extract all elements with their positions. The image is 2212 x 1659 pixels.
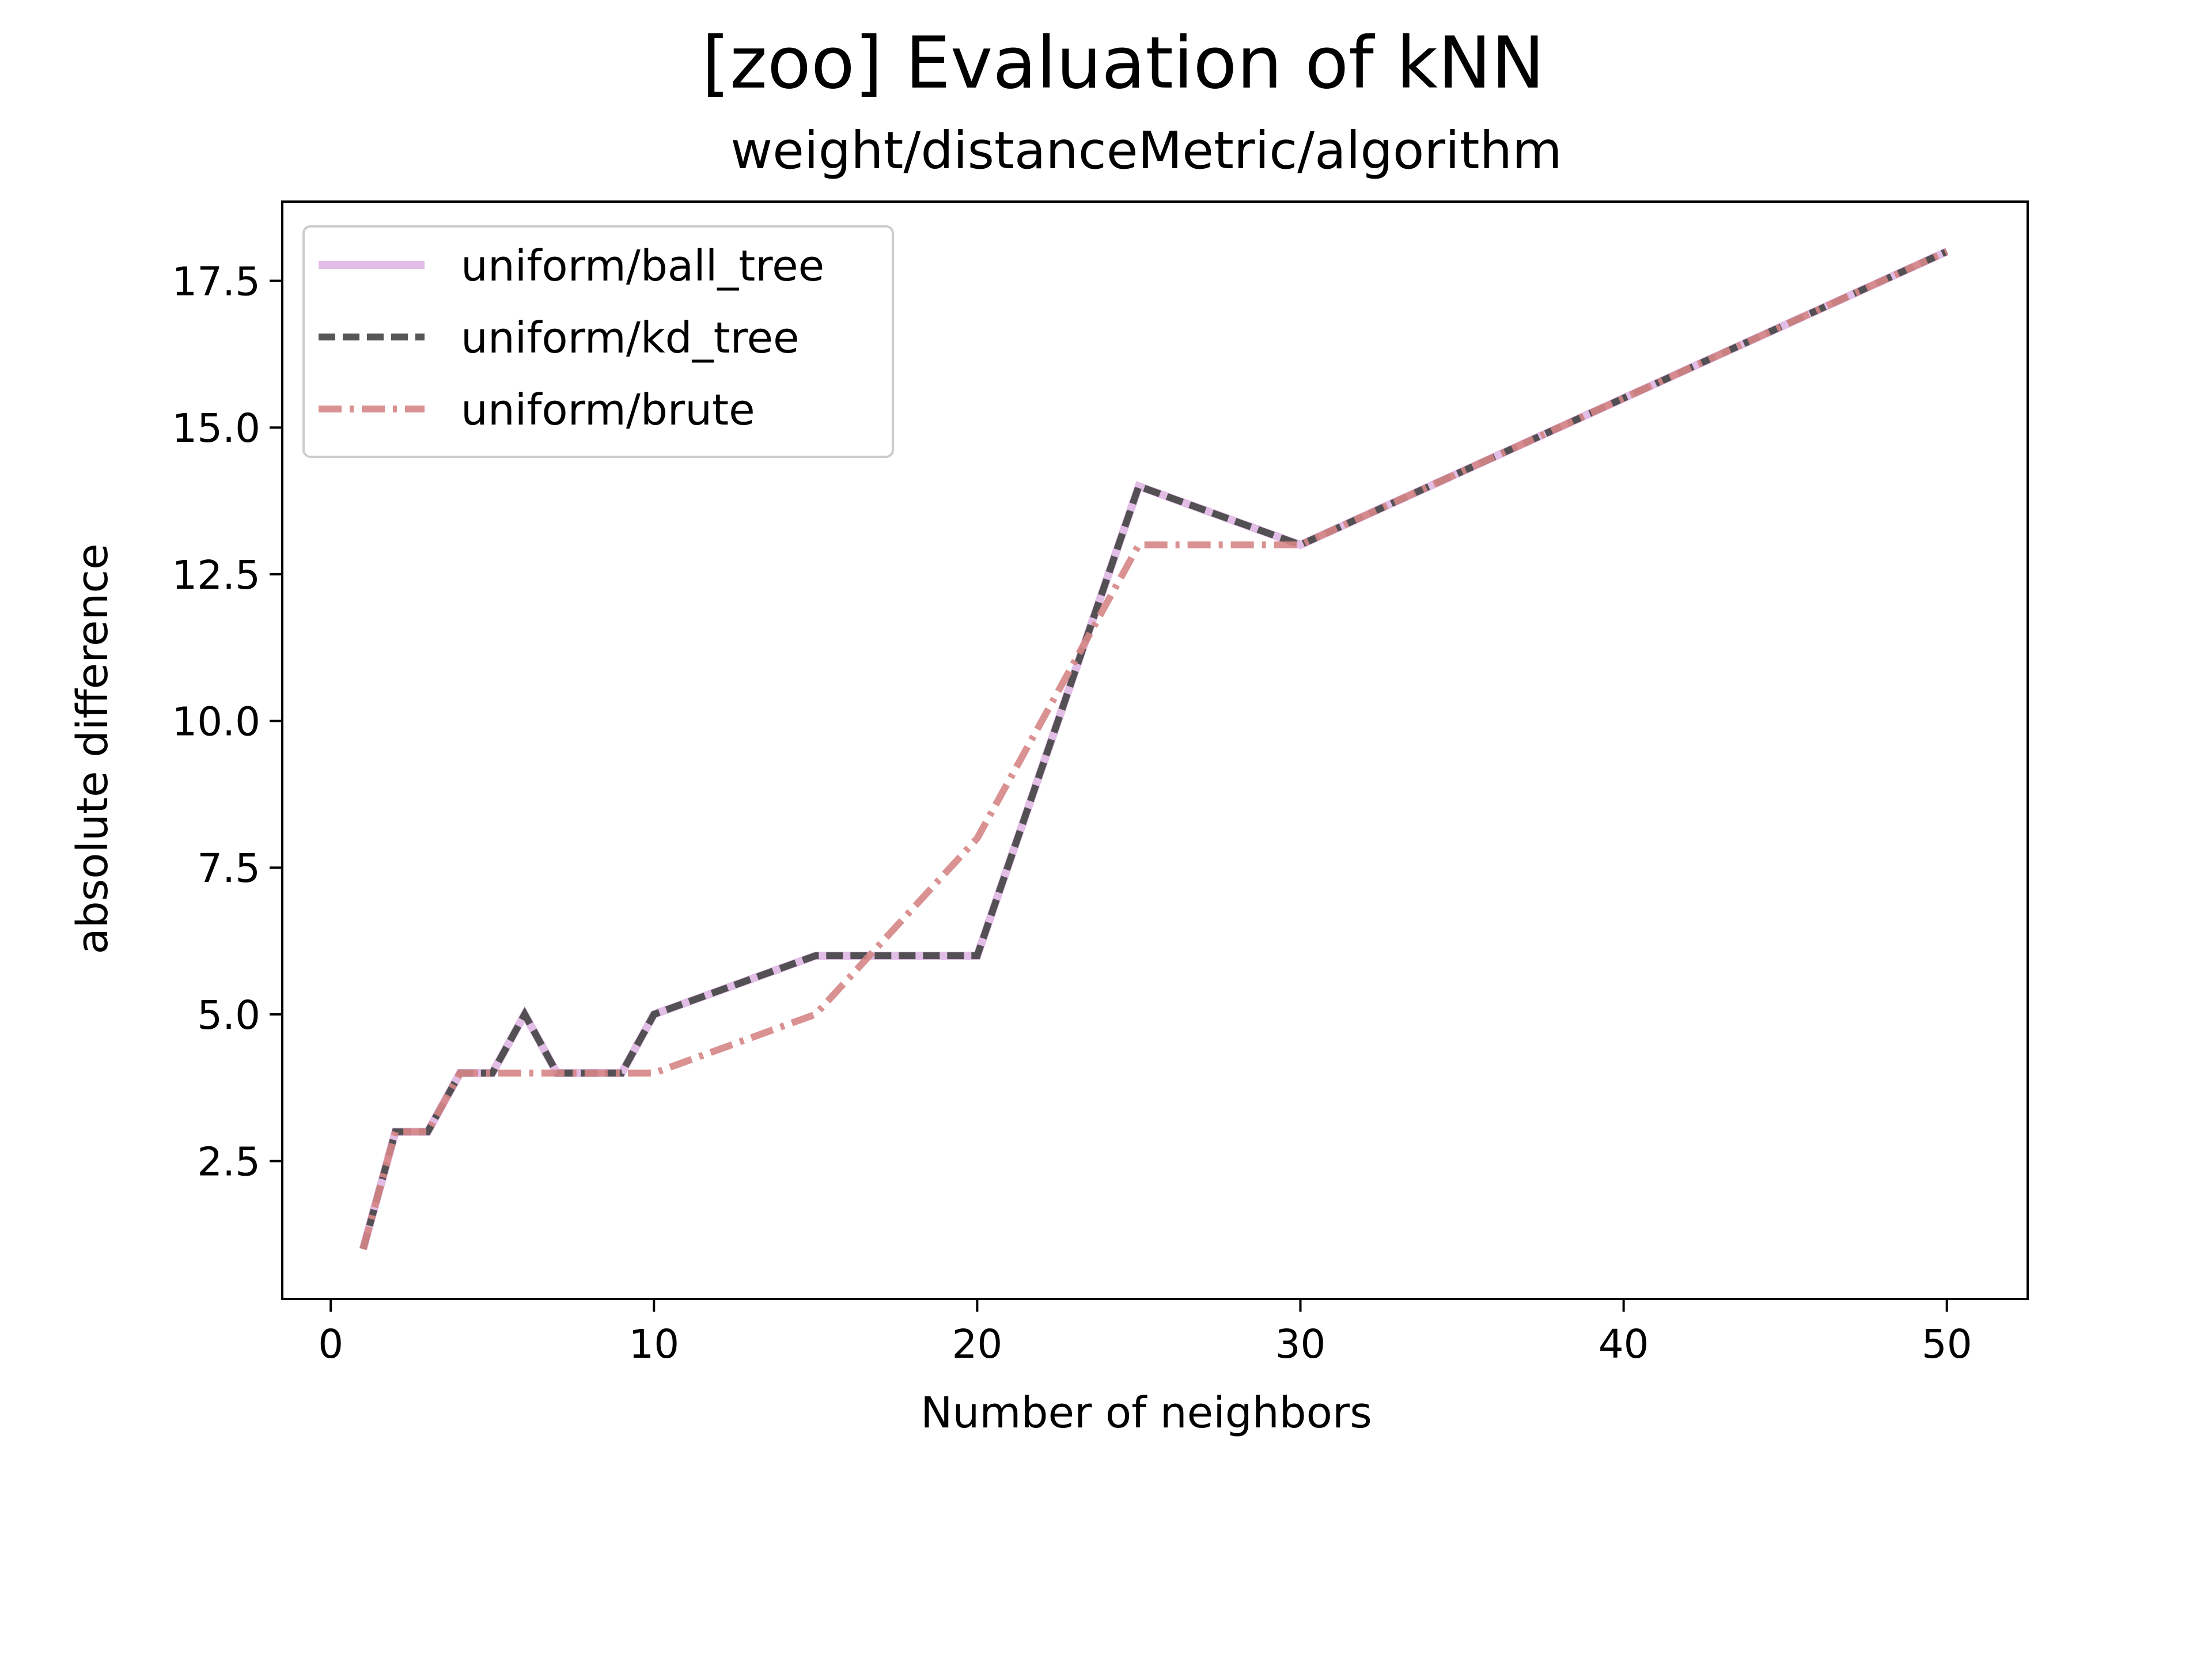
chart-subtitle: weight/distanceMetric/algorithm [730,120,1562,180]
x-tick-label: 40 [1599,1321,1649,1368]
legend: uniform/ball_tree uniform/kd_tree uniform/… [302,225,894,458]
x-tick-label: 30 [1275,1321,1326,1368]
legend-label: uniform/brute [461,385,755,435]
legend-label: uniform/ball_tree [461,241,824,291]
legend-box [302,225,894,458]
plot-frame [281,200,2029,1300]
plot-area [359,248,1949,1251]
y-tick-label: 7.5 [197,846,260,892]
legend-label: uniform/kd_tree [461,313,800,363]
y-tick-label: 2.5 [197,1139,260,1185]
y-axis-label: absolute difference [68,543,118,954]
y-tick-label: 15.0 [172,406,260,452]
x-tick-label: 10 [628,1321,679,1368]
chart-title: [zoo] Evaluation of kNN [702,22,1545,105]
x-tick-label: 50 [1922,1321,1972,1368]
y-tick-label: 10.0 [172,699,260,745]
y-tick-label: 5.0 [197,993,260,1039]
x-tick-label: 20 [952,1321,1002,1368]
x-axis-label: Number of neighbors [921,1388,1372,1438]
y-tick-label: 17.5 [172,259,260,305]
x-tick-label: 0 [318,1321,343,1368]
series-line-uniform-brute [359,248,1949,1250]
y-tick-label: 12.5 [172,552,260,599]
axes: 0 10 20 30 40 50 2.5 5.0 7.5 10.0 12.5 15.0 17.5 [172,200,2029,1368]
